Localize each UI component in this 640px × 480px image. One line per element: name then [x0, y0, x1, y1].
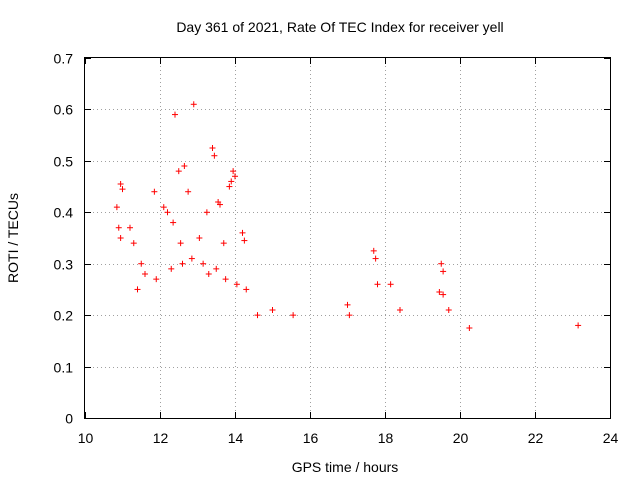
- data-point: [188, 255, 195, 262]
- data-point: [115, 224, 122, 231]
- data-point: [172, 111, 178, 118]
- data-points: [113, 101, 582, 331]
- y-tick-label: 0: [65, 411, 73, 427]
- data-point: [239, 229, 246, 236]
- data-point: [179, 260, 186, 267]
- axis-ticks: [85, 58, 611, 419]
- data-point: [117, 181, 124, 187]
- y-tick-label: 0.1: [54, 360, 74, 376]
- data-point: [230, 168, 237, 175]
- data-point: [440, 291, 447, 298]
- data-point: [374, 281, 381, 288]
- data-point: [170, 219, 177, 226]
- x-tick-label: 20: [453, 430, 469, 446]
- data-point: [243, 286, 250, 293]
- x-tick-label: 16: [303, 430, 319, 446]
- y-tick-label: 0.7: [54, 51, 74, 67]
- data-point: [220, 240, 227, 247]
- x-axis-label: GPS time / hours: [292, 459, 399, 475]
- grid-lines: [85, 58, 610, 418]
- data-point: [190, 101, 197, 108]
- data-point: [269, 307, 276, 313]
- data-point: [344, 301, 351, 308]
- data-point: [151, 188, 158, 195]
- data-point: [160, 204, 167, 211]
- data-point: [181, 163, 188, 169]
- data-point: [211, 152, 218, 159]
- x-tick-label: 22: [528, 430, 544, 446]
- data-point: [164, 209, 171, 216]
- data-point: [138, 260, 145, 267]
- data-point: [387, 281, 394, 288]
- y-tick-label: 0.3: [54, 257, 74, 273]
- y-axis-label: ROTI / TECUs: [5, 193, 21, 283]
- data-point: [117, 235, 124, 241]
- data-point: [254, 312, 261, 319]
- y-tick-label: 0.6: [54, 102, 74, 118]
- data-point: [222, 276, 229, 283]
- data-point: [217, 201, 223, 208]
- x-tick-label: 14: [228, 430, 244, 446]
- data-point: [232, 173, 238, 180]
- data-point: [113, 204, 120, 211]
- data-point: [397, 307, 403, 313]
- data-point: [127, 224, 133, 231]
- data-point: [233, 281, 240, 288]
- y-tick-label: 0.4: [54, 205, 74, 221]
- data-point: [200, 260, 207, 267]
- data-point: [440, 268, 447, 275]
- x-tick-label: 24: [603, 430, 619, 446]
- data-point: [372, 255, 379, 262]
- data-point: [196, 235, 203, 241]
- data-point: [228, 178, 235, 185]
- data-point: [205, 271, 212, 277]
- y-axis-tick-labels: 0 0.1 0.2 0.3 0.4 0.5 0.6 0.7: [54, 51, 74, 427]
- data-point: [209, 145, 216, 151]
- data-point: [119, 186, 126, 193]
- y-tick-label: 0.5: [54, 154, 74, 170]
- plot-frame: [84, 57, 611, 419]
- data-point: [142, 271, 148, 277]
- data-point: [185, 188, 192, 195]
- data-point: [466, 325, 473, 331]
- chart-title: Day 361 of 2021, Rate Of TEC Index for r…: [176, 19, 503, 35]
- data-point: [436, 289, 443, 295]
- data-point: [346, 312, 353, 319]
- data-point: [203, 209, 210, 216]
- data-point: [134, 286, 141, 293]
- x-tick-label: 12: [153, 430, 169, 446]
- data-point: [438, 260, 445, 267]
- x-tick-label: 10: [78, 430, 94, 446]
- data-point: [226, 183, 233, 190]
- y-tick-label: 0.2: [54, 308, 74, 324]
- data-point: [177, 240, 184, 247]
- data-point: [175, 168, 182, 175]
- x-axis-tick-labels: 10 12 14 16 18 20 22 24: [78, 430, 619, 446]
- x-tick-label: 18: [378, 430, 394, 446]
- data-point: [370, 247, 377, 254]
- data-point: [213, 265, 220, 272]
- data-point: [290, 312, 297, 319]
- data-point: [575, 322, 582, 329]
- data-point: [168, 265, 175, 272]
- data-point: [445, 307, 452, 313]
- data-point: [130, 240, 137, 247]
- data-point: [153, 276, 160, 283]
- data-point: [241, 237, 248, 244]
